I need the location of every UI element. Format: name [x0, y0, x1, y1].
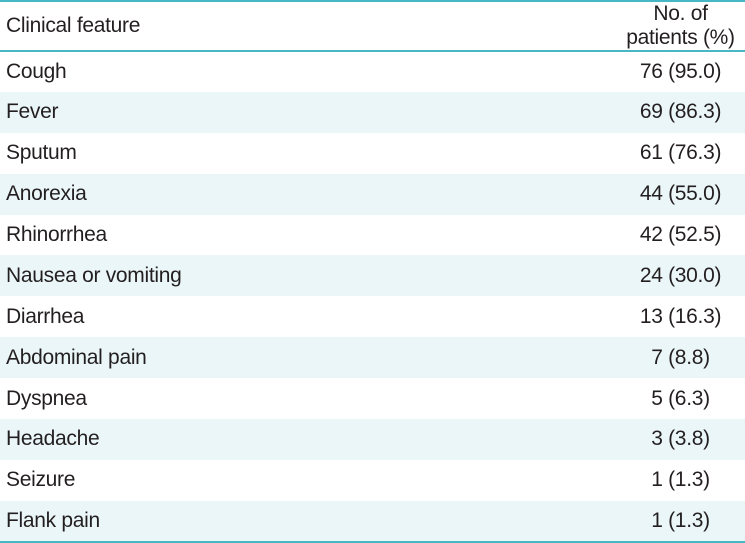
header-patient-count: No. of patients (%)	[406, 0, 745, 52]
feature-cell: Fever	[0, 91, 406, 133]
table-row: Abdominal pain 7 (8.8)	[0, 337, 745, 379]
table-header: Clinical feature No. of patients (%)	[0, 0, 745, 52]
count-cell: 1 (1.3)	[406, 500, 745, 543]
table-row: Cough 76 (95.0)	[0, 51, 745, 92]
table-row: Sputum 61 (76.3)	[0, 133, 745, 174]
count-cell: 69 (86.3)	[406, 91, 745, 133]
count-cell: 1 (1.3)	[651, 468, 710, 492]
feature-cell: Sputum	[6, 141, 77, 165]
count-cell: 61 (76.3)	[639, 141, 722, 165]
count-cell: 13 (16.3)	[639, 304, 722, 328]
table-row: Flank pain 1 (1.3)	[0, 500, 745, 543]
feature-cell: Abdominal pain	[0, 337, 406, 379]
count-cell: 44 (55.0)	[406, 173, 745, 215]
header-clinical-feature: Clinical feature	[0, 0, 406, 52]
table-row: Rhinorrhea 42 (52.5)	[0, 215, 745, 256]
feature-cell: Seizure	[6, 468, 76, 492]
count-cell: 7 (8.8)	[406, 337, 745, 379]
feature-cell: Cough	[6, 59, 67, 83]
table-row: Diarrhea 13 (16.3)	[0, 296, 745, 337]
table-row: Headache 3 (3.8)	[0, 419, 745, 460]
count-cell: 42 (52.5)	[639, 223, 722, 246]
table-row: Fever 69 (86.3)	[0, 91, 745, 133]
feature-cell: Headache	[0, 419, 406, 460]
header-row: Clinical feature No. of patients (%)	[0, 0, 745, 52]
table-row: Nausea or vomiting 24 (30.0)	[0, 255, 745, 297]
feature-cell: Anorexia	[0, 173, 406, 215]
table-row: Seizure 1 (1.3)	[0, 460, 745, 501]
table-row: Anorexia 44 (55.0)	[0, 173, 745, 215]
feature-cell: Dyspnea	[6, 386, 87, 410]
feature-cell: Flank pain	[0, 500, 406, 543]
feature-cell: Nausea or vomiting	[0, 255, 406, 297]
table-row: Dyspnea 5 (6.3)	[0, 378, 745, 419]
count-cell: 24 (30.0)	[406, 255, 745, 297]
count-cell: 5 (6.3)	[651, 386, 710, 410]
count-cell: 76 (95.0)	[639, 59, 722, 83]
feature-cell: Diarrhea	[6, 304, 85, 328]
feature-cell: Rhinorrhea	[6, 223, 107, 246]
table-body: Cough 76 (95.0) Fever 69 (86.3) Sputum 6…	[0, 51, 745, 543]
count-cell: 3 (3.8)	[406, 419, 745, 460]
